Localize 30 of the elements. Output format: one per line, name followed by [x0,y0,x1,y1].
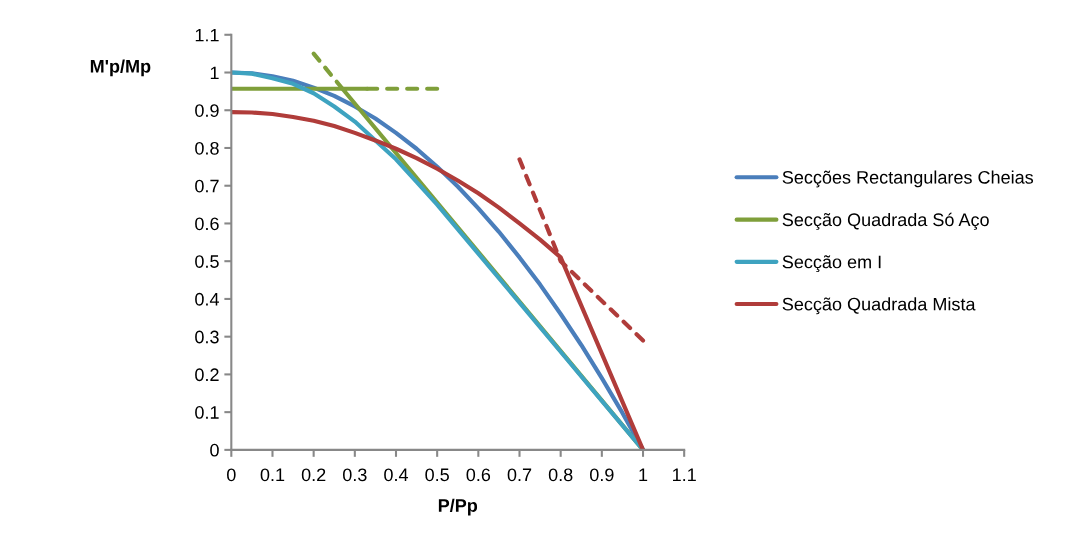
x-tick-label: 0.1 [260,468,285,482]
y-tick-label: 0.3 [195,330,219,344]
x-tick-label: 0.5 [425,468,449,482]
x-tick-label: 0 [227,468,236,482]
y-tick-label: 0.8 [195,141,219,155]
y-tick-label: 1.1 [195,28,219,42]
y-axis-title: M'p/Mp [90,59,151,77]
x-tick-label: 0.6 [466,468,491,482]
x-tick-label: 1.1 [673,468,696,482]
y-tick-label: 0.4 [195,292,219,306]
y-tick-label: 0.9 [195,104,219,117]
x-axis-title: P/Pp [438,498,478,516]
x-tick-label: 0.9 [590,468,614,482]
y-tick-label: 0.2 [195,368,219,382]
y-tick-label: 0.1 [195,406,219,419]
x-tick-label: 0.4 [384,468,409,482]
legend-label: Secção em I [782,255,881,272]
y-tick-label: 0 [210,443,219,457]
y-tick-label: 1 [210,66,219,80]
legend-label: Secção Quadrada Só Aço [782,212,989,230]
legend-label: Secção Quadrada Mista [782,297,976,315]
x-tick-label: 0.8 [548,468,573,482]
x-tick-label: 0.3 [342,468,367,482]
legend-label: Secções Rectangulares Cheias [782,170,1034,188]
y-tick-label: 0.5 [195,255,219,268]
y-tick-label: 0.7 [195,179,219,193]
x-tick-label: 0.2 [301,468,326,482]
x-tick-label: 0.7 [507,468,532,482]
y-tick-label: 0.6 [195,217,219,231]
x-tick-label: 1 [639,468,648,482]
